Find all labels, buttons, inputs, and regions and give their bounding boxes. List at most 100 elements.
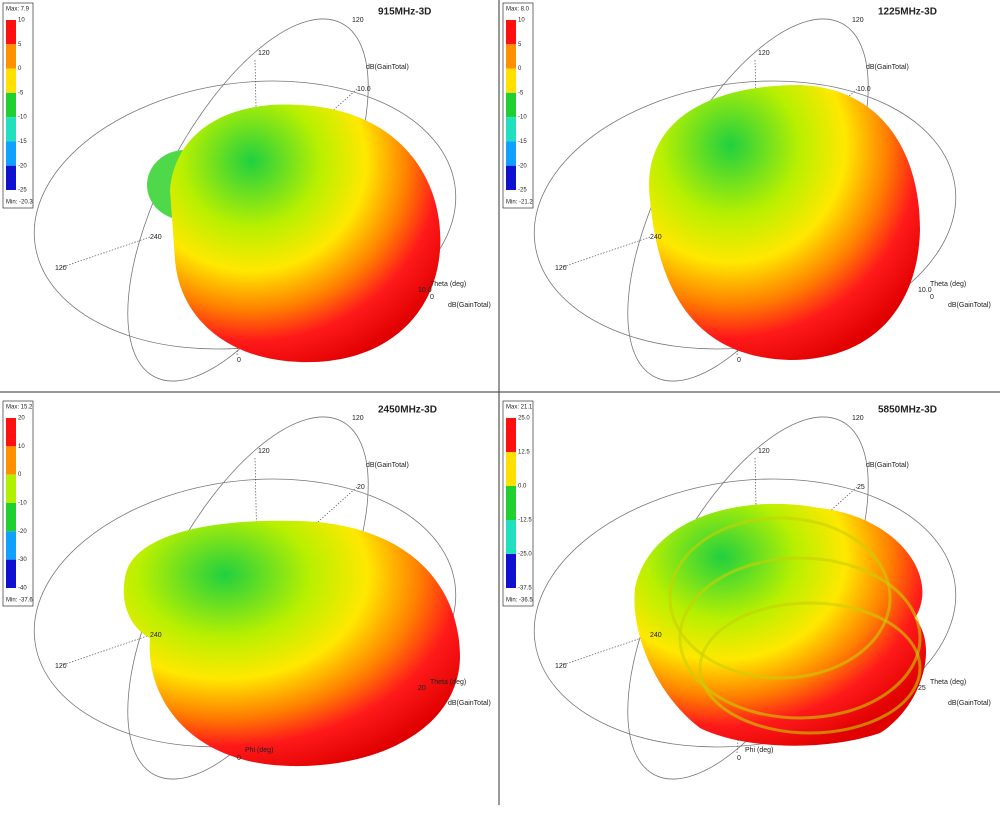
axis-label: 120 — [758, 448, 770, 455]
pattern-ripple — [678, 556, 922, 720]
legend-band — [506, 141, 516, 166]
legend-tick: -12.5 — [518, 518, 532, 524]
axis-label: 25 — [918, 685, 926, 692]
axis-label: 120 — [758, 50, 770, 57]
axis-label: 0 — [237, 357, 241, 364]
axis-label: 10.0 — [918, 287, 932, 294]
axis-label: 0 — [737, 357, 741, 364]
axis-line — [559, 236, 651, 269]
legend-band — [6, 503, 16, 532]
legend-tick: 10 — [18, 18, 25, 24]
panel-title: 1225MHz-3D — [878, 7, 937, 18]
legend-tick: -20 — [518, 163, 527, 169]
axis-label: 240 — [650, 632, 662, 639]
legend-band — [506, 554, 516, 588]
legend-tick: 25.0 — [518, 416, 530, 422]
radiation-panel: 5850MHz-3D Max: 21.1 Min: -36.5 25.0 12.5 0.0… — [502, 400, 991, 780]
axis-label: Theta (deg) — [930, 679, 966, 686]
legend-tick: 20 — [18, 416, 25, 422]
axis-line — [559, 634, 651, 667]
legend-min: Min: -36.5 — [506, 598, 533, 604]
axis-label: 240 — [650, 234, 662, 241]
axis-label: 120 — [352, 17, 364, 24]
legend-tick: 10 — [518, 18, 525, 24]
legend-tick: -25 — [18, 188, 27, 194]
legend-tick: -40 — [18, 586, 27, 592]
legend-band — [506, 165, 516, 190]
pattern-surface — [649, 85, 920, 360]
pattern-ripple — [698, 601, 922, 735]
axis-label: 10.0 — [357, 86, 371, 93]
axis-label: Phi (deg) — [745, 747, 773, 754]
axis-label: Theta (deg) — [430, 679, 466, 686]
legend-band — [6, 117, 16, 142]
legend-band — [506, 92, 516, 118]
legend-max: Max: 15.2 — [6, 405, 33, 411]
axis-label: 0 — [237, 755, 241, 762]
legend-tick: 0 — [18, 472, 22, 478]
legend-tick: -15 — [18, 139, 27, 145]
axis-label: 0 — [930, 294, 934, 301]
legend-band — [6, 559, 16, 588]
axis-label: 120 — [352, 415, 364, 422]
panel-title: 2450MHz-3D — [378, 405, 437, 416]
axis-label: dB(GainTotal) — [448, 302, 491, 309]
panel-title: 915MHz-3D — [378, 7, 431, 18]
legend-band — [506, 68, 516, 93]
legend-band — [6, 165, 16, 190]
radiation-panel: 915MHz-3D Max: 7.9 Min: -20.3 10 5 0 -5 -10 -15 -… — [2, 2, 491, 382]
axis-label: 120 — [555, 663, 567, 670]
axis-label: dB(GainTotal) — [448, 700, 491, 707]
legend-band — [6, 20, 16, 45]
legend-band — [6, 92, 16, 118]
legend-min: Min: -20.3 — [6, 200, 33, 206]
axis-label: 0 — [737, 755, 741, 762]
radiation-panel: 1225MHz-3D Max: 8.0 Min: -21.2 10 5 0 -5 -10 -15… — [502, 2, 991, 382]
legend-min: Min: -37.6 — [6, 598, 33, 604]
axis-label: 240 — [150, 632, 162, 639]
legend-max: Max: 8.0 — [506, 7, 530, 13]
axis-label: dB(GainTotal) — [366, 462, 409, 469]
axis-label: 240 — [150, 234, 162, 241]
axis-label: 10.0 — [418, 287, 432, 294]
axis-label: dB(GainTotal) — [866, 462, 909, 469]
axis-label: 20 — [357, 484, 365, 491]
legend-tick: -10 — [18, 501, 27, 507]
legend-tick: -20 — [18, 163, 27, 169]
legend-band — [6, 68, 16, 93]
axis-label: 120 — [55, 663, 67, 670]
legend-max: Max: 21.1 — [506, 405, 533, 411]
axis-line — [59, 236, 151, 269]
axis-label: dB(GainTotal) — [948, 700, 991, 707]
legend-band — [506, 520, 516, 554]
legend-band — [506, 418, 516, 452]
legend-tick: -10 — [518, 115, 527, 121]
panel-title: 5850MHz-3D — [878, 405, 937, 416]
legend-band — [6, 531, 16, 560]
legend-tick: -37.5 — [518, 586, 532, 592]
axis-label: 120 — [555, 265, 567, 272]
pattern-surface — [634, 503, 927, 746]
legend-tick: 5 — [18, 42, 22, 48]
legend-band — [506, 117, 516, 142]
legend-tick: -15 — [518, 139, 527, 145]
axis-label: 0 — [430, 294, 434, 301]
axis-label: Theta (deg) — [930, 281, 966, 288]
legend-tick: 5 — [518, 42, 522, 48]
legend-tick: 0.0 — [518, 484, 527, 490]
legend-tick: 10 — [18, 444, 25, 450]
axis-label: 120 — [55, 265, 67, 272]
legend-band — [6, 141, 16, 166]
axis-label: dB(GainTotal) — [948, 302, 991, 309]
legend-band — [506, 486, 516, 520]
legend-tick: 0 — [518, 66, 522, 72]
pattern-surface — [170, 104, 441, 363]
legend-tick: -5 — [18, 90, 24, 96]
axis-label: 120 — [852, 415, 864, 422]
legend-tick: -30 — [18, 557, 27, 563]
radiation-panel: 2450MHz-3D Max: 15.2 Min: -37.6 20 10 0 -10 -20… — [2, 400, 491, 780]
axis-label: dB(GainTotal) — [866, 64, 909, 71]
legend-band — [6, 446, 16, 475]
